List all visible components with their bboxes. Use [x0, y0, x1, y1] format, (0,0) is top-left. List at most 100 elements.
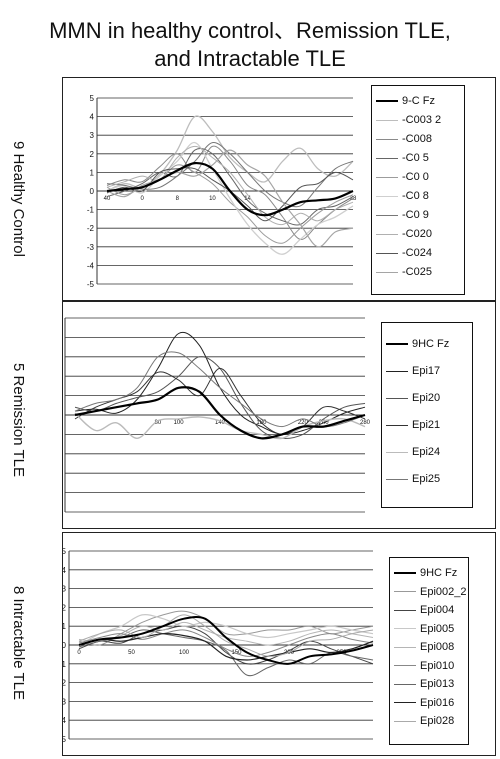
legend-item: Epi005	[394, 622, 454, 636]
legend-swatch	[386, 424, 408, 426]
y-tick-label: -3	[87, 243, 95, 252]
legend-swatch	[376, 138, 398, 140]
legend-label: Epi028	[420, 715, 455, 727]
legend-item: -C0 5	[376, 151, 429, 165]
legend-swatch	[394, 702, 416, 703]
legend-item: Epi25	[386, 472, 440, 486]
legend-label: -C0 8	[402, 190, 429, 202]
legend-item: Epi028	[394, 714, 454, 728]
legend-item: -C003 2	[376, 113, 441, 127]
series-line	[106, 149, 354, 248]
legend-label: Epi002_2	[420, 585, 467, 598]
series-line	[106, 145, 354, 240]
legend-swatch	[386, 370, 408, 372]
figure-title-line-2: and Intractable TLE	[154, 46, 346, 71]
legend-item: Epi24	[386, 445, 440, 459]
y-tick-label: 4	[90, 113, 95, 122]
legend-swatch	[376, 119, 398, 121]
series-line	[106, 148, 354, 226]
legend-swatch	[386, 478, 408, 480]
y-tick-label: 0	[63, 641, 67, 650]
series-line	[78, 633, 374, 661]
legend-label: -C0 0	[402, 171, 429, 183]
legend-label: 9HC Fz	[420, 567, 458, 579]
x-tick-label: 0	[77, 650, 81, 656]
legend-item: -C0 0	[376, 170, 429, 184]
legend-swatch	[376, 100, 398, 102]
y-tick-label: 4	[63, 566, 67, 575]
y-tick-label: 5	[90, 94, 95, 103]
legend-label: -C003 2	[402, 114, 442, 126]
x-tick-label: 100	[174, 420, 185, 426]
legend-item: 9-C Fz	[376, 94, 435, 108]
y-tick-label: 2	[63, 603, 67, 612]
legend-item: -C020	[376, 227, 432, 241]
series-line	[78, 614, 374, 646]
legend-item: Epi016	[394, 696, 454, 710]
legend-label: 9HC Fz	[412, 338, 450, 350]
x-tick-label: 80	[155, 420, 162, 426]
y-tick-label: -1	[87, 206, 95, 215]
series-line	[78, 610, 374, 646]
x-tick-label: 100	[179, 650, 190, 656]
y-tick-label: -5	[87, 280, 95, 289]
y-tick-label: 1	[90, 168, 95, 177]
legend-item: Epi004	[394, 603, 454, 617]
legend-item: 9HC Fz	[386, 337, 449, 351]
legend-swatch	[376, 176, 398, 178]
legend-item: -C0 8	[376, 189, 429, 203]
legend-swatch	[376, 157, 398, 159]
series-line	[78, 614, 374, 657]
legend-label: Epi010	[420, 659, 455, 672]
legend-swatch	[376, 233, 398, 235]
legend-label: Epi016	[420, 696, 455, 709]
series-line	[106, 142, 354, 208]
legend-remission-tle: 9HC Fz Epi17 Epi20 Epi21 Epi24 Epi25	[381, 322, 473, 508]
series-line	[74, 386, 366, 440]
legend-item: -C025	[376, 265, 432, 279]
legend-swatch	[394, 609, 416, 611]
legend-item: Epi008	[394, 640, 454, 654]
legend-swatch	[394, 720, 416, 722]
legend-label: Epi008	[420, 641, 455, 653]
legend-label: Epi17	[412, 365, 441, 377]
legend-swatch	[376, 195, 398, 197]
x-tick-label: 14	[244, 196, 251, 202]
figure-title-line-1: MMN in healthy control、Remission TLE,	[49, 18, 451, 43]
legend-swatch	[386, 397, 408, 399]
legend-swatch	[386, 451, 408, 453]
legend-swatch	[376, 214, 398, 216]
y-tick-label: 2	[90, 150, 95, 159]
series-line	[78, 615, 374, 665]
series-line	[106, 141, 354, 255]
legend-label: Epi25	[412, 473, 441, 485]
legend-item: -C0 9	[376, 208, 429, 222]
legend-label: Epi004	[420, 604, 455, 616]
series-line	[74, 412, 366, 440]
legend-swatch	[386, 343, 408, 345]
x-tick-label: 280	[360, 420, 371, 426]
y-tick-label: 3	[63, 585, 67, 594]
legend-item: Epi17	[386, 364, 440, 378]
x-tick-label: 28	[350, 196, 357, 202]
y-tick-label: -4	[87, 261, 95, 270]
legend-swatch	[394, 683, 416, 685]
legend-swatch	[394, 572, 416, 574]
legend-swatch	[394, 646, 416, 648]
x-tick-label: 220	[298, 420, 309, 426]
legend-item: Epi010	[394, 659, 454, 673]
y-tick-label: -1	[63, 660, 67, 669]
legend-swatch	[394, 628, 416, 629]
legend-swatch	[394, 591, 416, 592]
legend-label: -C0 5	[402, 152, 429, 164]
legend-healthy-control: 9-C Fz -C003 2 -C008 -C0 5 -C0 0 -C0 8 -C0 9 -C…	[371, 85, 465, 295]
legend-label: -C008	[402, 133, 432, 145]
x-tick-label: 140	[215, 420, 226, 426]
legend-label: -C020	[402, 228, 432, 240]
legend-intractable-tle: 9HC Fz Epi002_2 Epi004 Epi005 Epi008 Epi010 Ep…	[389, 557, 469, 745]
legend-item: -C024	[376, 246, 432, 260]
x-tick-label: 10	[209, 196, 216, 202]
